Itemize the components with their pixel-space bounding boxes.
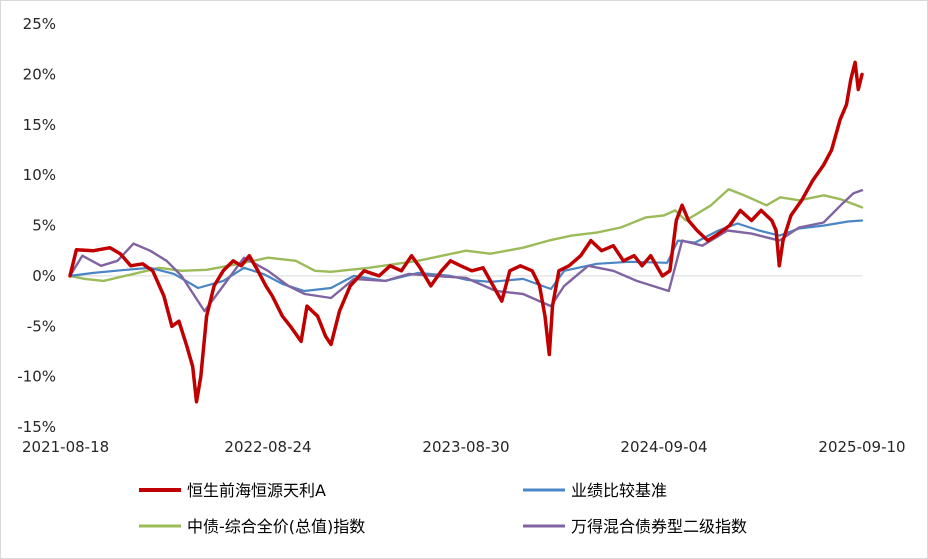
x-tick-label: 2025-09-10 — [818, 438, 905, 456]
legend-label: 业绩比较基准 — [571, 481, 667, 500]
x-axis: 2021-08-18 2022-08-24 2023-08-30 2024-09-04… — [22, 438, 906, 456]
legend-label: 万得混合债券型二级指数 — [571, 517, 747, 536]
y-tick-label: -5% — [27, 317, 56, 335]
legend-label: 恒生前海恒源天利A — [187, 481, 326, 500]
y-tick-label: 25% — [23, 15, 56, 33]
y-tick-label: 10% — [23, 166, 56, 184]
legend-label: 中债-综合全价(总值)指数 — [187, 517, 365, 536]
series-line-chinabond — [68, 188, 864, 283]
y-axis: 25% 20% 15% 10% 5% 0% -5% -10% -15% — [17, 15, 56, 436]
series-line-wind-index — [68, 189, 864, 313]
y-tick-label: -15% — [17, 418, 56, 436]
y-tick-label: -10% — [17, 368, 56, 386]
series-line-benchmark — [68, 219, 864, 293]
y-tick-label: 0% — [32, 267, 56, 285]
y-tick-label: 20% — [23, 65, 56, 83]
x-tick-label: 2022-08-24 — [224, 438, 311, 456]
series-layer — [68, 60, 864, 404]
x-tick-label: 2024-09-04 — [620, 438, 707, 456]
x-tick-label: 2023-08-30 — [422, 438, 509, 456]
y-tick-label: 15% — [23, 116, 56, 134]
y-tick-label: 5% — [32, 217, 56, 235]
series-line-hengsheng — [68, 60, 864, 404]
x-tick-label: 2021-08-18 — [22, 438, 109, 456]
